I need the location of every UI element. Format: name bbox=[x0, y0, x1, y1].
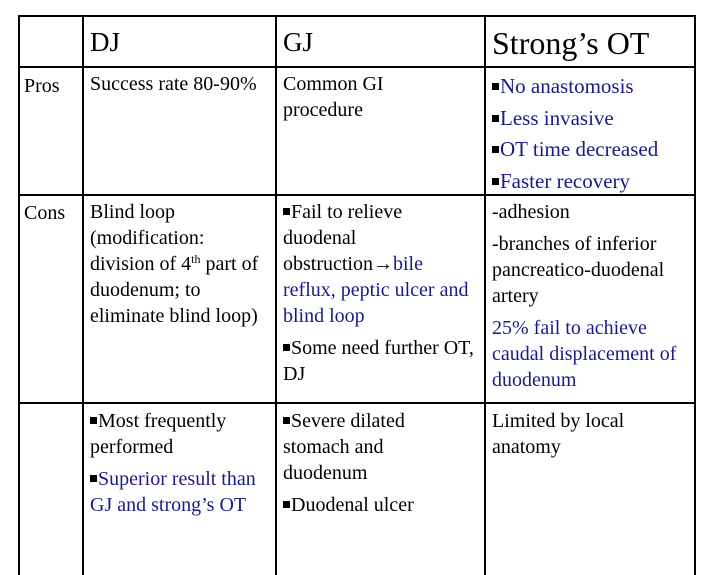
row-label-pros: Pros bbox=[24, 75, 60, 97]
list-item: Fail to relieve duodenal obstruction→bil… bbox=[283, 201, 469, 327]
table-border-right bbox=[694, 15, 696, 575]
list-item: -adhesion bbox=[492, 201, 570, 223]
list-item: Faster recovery bbox=[492, 166, 692, 198]
list-item: Some need further OT, DJ bbox=[283, 337, 474, 385]
list-item: Superior result than GJ and strong’s OT bbox=[90, 468, 256, 516]
list-item: No anastomosis bbox=[492, 71, 692, 103]
list-item: Duodenal ulcer bbox=[283, 492, 463, 518]
bullet-square-icon bbox=[283, 344, 290, 351]
arrow-right-icon: → bbox=[373, 253, 393, 275]
bullet-square-icon bbox=[492, 83, 499, 90]
table-border-col3 bbox=[484, 15, 486, 575]
bullet-square-icon bbox=[492, 177, 499, 185]
table-border-col2 bbox=[275, 15, 277, 575]
table-border-col1 bbox=[82, 15, 84, 575]
bullet-square-icon bbox=[283, 208, 290, 215]
bullet-square-icon bbox=[283, 417, 290, 424]
pros-dj: Success rate 80-90% bbox=[90, 73, 257, 95]
list-item: -branches of inferior pancreatico-duoden… bbox=[492, 233, 665, 307]
list-item: 25% fail to achieve caudal displacement … bbox=[492, 317, 677, 391]
list-item: OT time decreased bbox=[492, 134, 692, 166]
list-item: Most frequently performed bbox=[90, 410, 227, 458]
header-gj: GJ bbox=[283, 27, 314, 57]
pros-gj: Common GI procedure bbox=[283, 73, 384, 121]
cons-strong: -adhesion -branches of inferior pancreat… bbox=[492, 199, 692, 393]
bullet-square-icon bbox=[492, 114, 499, 122]
bullet-square-icon bbox=[90, 417, 97, 424]
cons-gj: Fail to relieve duodenal obstruction→bil… bbox=[283, 199, 479, 387]
row-label-cons: Cons bbox=[24, 202, 66, 224]
table-border-top bbox=[18, 15, 696, 17]
extra-gj: Severe dilated stomach and duodenum Duod… bbox=[283, 408, 463, 518]
extra-dj: Most frequently performed Superior resul… bbox=[90, 408, 270, 518]
table-border-row1 bbox=[18, 66, 696, 68]
table-border-row3 bbox=[18, 402, 696, 404]
bullet-square-icon bbox=[90, 475, 97, 482]
header-strongs-ot: Strong’s OT bbox=[492, 25, 650, 61]
list-item: Less invasive bbox=[492, 103, 692, 135]
pros-strong-list: No anastomosis Less invasive OT time dec… bbox=[492, 71, 692, 197]
table-border-left bbox=[18, 15, 20, 575]
bullet-square-icon bbox=[283, 501, 290, 508]
bullet-square-icon bbox=[492, 146, 499, 153]
table-border-row2 bbox=[18, 194, 696, 196]
cons-dj: Blind loop (modification: division of 4t… bbox=[90, 201, 259, 327]
header-dj: DJ bbox=[90, 27, 121, 57]
extra-strong: Limited by local anatomy bbox=[492, 410, 625, 458]
list-item: Severe dilated stomach and duodenum bbox=[283, 410, 405, 484]
comparison-table: DJ GJ Strong’s OT Pros Success rate 80-9… bbox=[18, 15, 696, 575]
